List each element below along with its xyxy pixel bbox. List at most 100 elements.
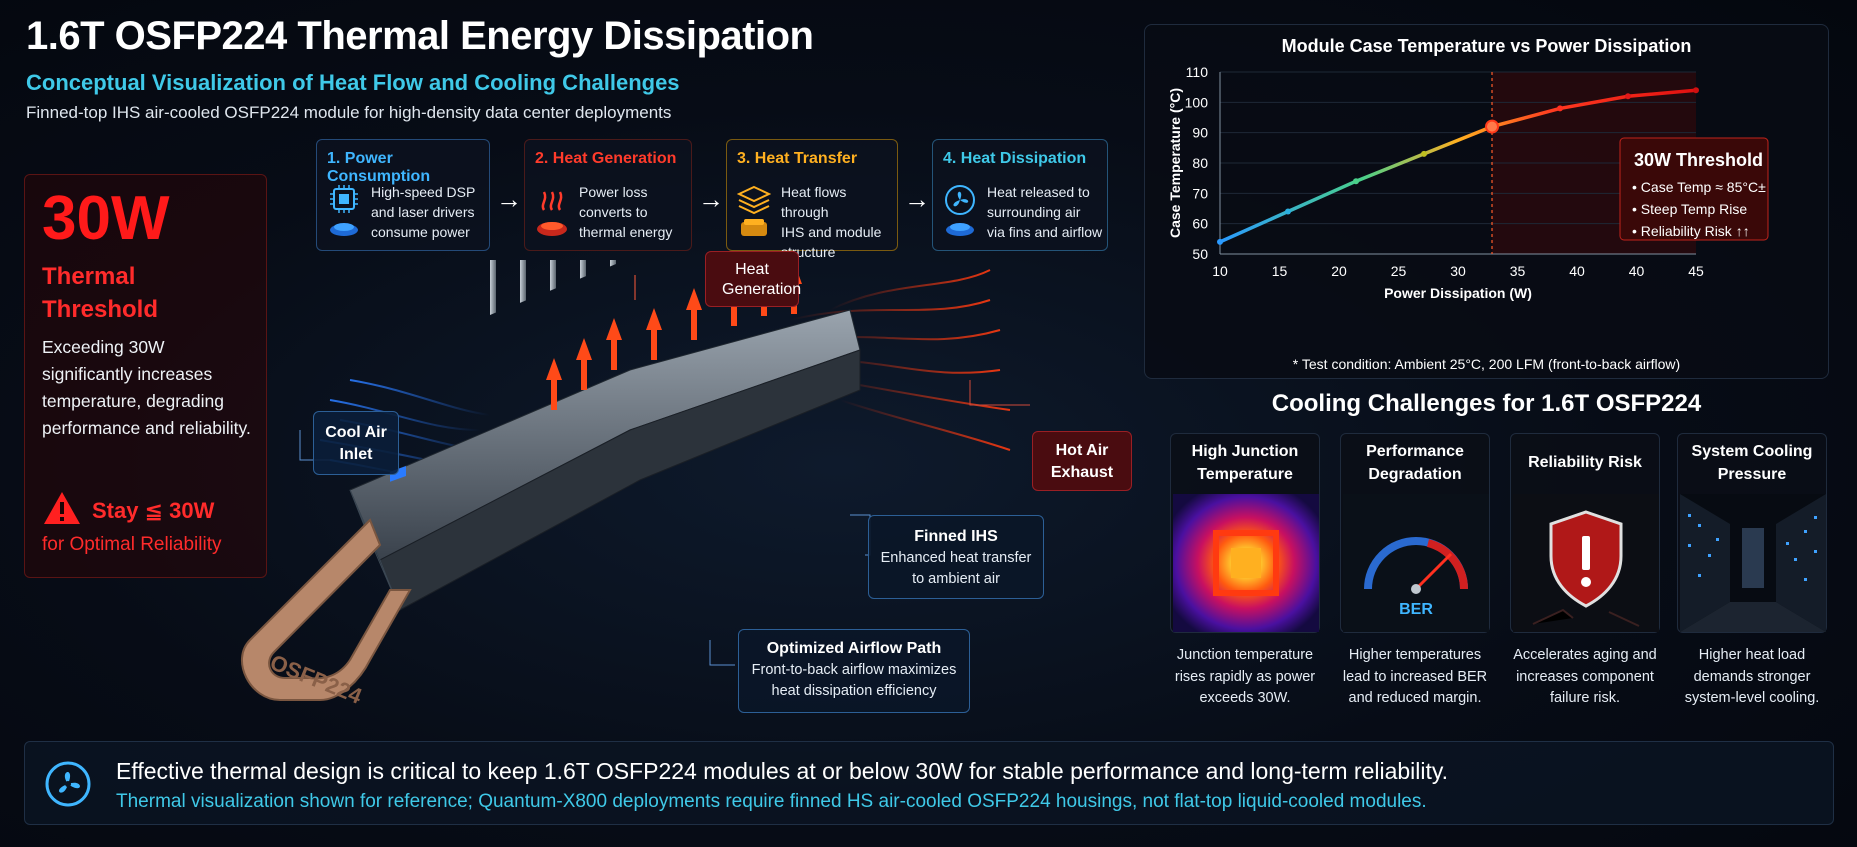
x-axis-label: Power Dissipation (W) xyxy=(1384,285,1532,301)
data-point xyxy=(1485,119,1499,134)
x-tick-label: 10 xyxy=(1212,263,1228,279)
step-heat-transfer: 3. Heat Transfer Heat flows through IHS a… xyxy=(726,139,898,260)
card-description: Higher heat load demands stronger system-l… xyxy=(1684,647,1820,706)
x-tick-label: 25 xyxy=(1391,263,1407,279)
card-title: System Cooling xyxy=(1691,443,1813,460)
chip-icon xyxy=(330,185,358,236)
arrow-icon: → xyxy=(496,184,522,214)
step-heat-generation: 2. Heat Generation Power loss converts to… xyxy=(524,139,692,251)
card-title: Reliability Risk xyxy=(1528,454,1642,471)
page-subtitle: Conceptual Visualization of Heat Flow an… xyxy=(26,70,680,95)
hot-air-exhaust-callout: Hot Air Exhaust xyxy=(1032,431,1132,491)
footer-banner xyxy=(24,741,1834,825)
data-point xyxy=(1217,238,1223,245)
card-title: Degradation xyxy=(1368,466,1462,483)
x-tick-label: 20 xyxy=(1331,263,1347,279)
cool-air-inlet-callout: Cool Air Inlet xyxy=(313,411,399,475)
y-tick-label: 110 xyxy=(1186,64,1209,80)
threshold-text: Exceeding 30W significantly increases te… xyxy=(42,337,251,438)
osfp224-module-illustration: OSFP224 xyxy=(240,260,1030,709)
temperature-chart: 50 60 70 80 90 100 110 10 15 20 25 30 35 40 40 45 Case… xyxy=(1167,64,1769,301)
card-title: Performance xyxy=(1366,443,1464,460)
y-axis-label: Case Temperature (°C) xyxy=(1167,88,1183,238)
threshold-annotation xyxy=(1619,137,1769,241)
data-point xyxy=(1693,87,1699,94)
series-line xyxy=(1219,88,1697,244)
card-title: Pressure xyxy=(1717,466,1787,483)
step-description: Heat flows through IHS and module structur… xyxy=(781,184,882,260)
data-point xyxy=(1285,208,1291,215)
y-tick-label: 90 xyxy=(1192,125,1208,141)
gauge-icon: BER xyxy=(1343,494,1489,632)
finned-ihs-callout: Finned IHS Enhanced heat transfer to amb… xyxy=(868,515,1044,599)
leader-line xyxy=(709,640,735,666)
layers-icon xyxy=(737,185,771,236)
card-title: Temperature xyxy=(1197,466,1293,483)
shield-alert-icon xyxy=(1513,494,1659,632)
step-title: 3. Heat Transfer xyxy=(737,150,858,167)
x-tick-label: 15 xyxy=(1272,263,1288,279)
data-point xyxy=(1421,150,1427,157)
x-tick-label: 40 xyxy=(1569,263,1585,279)
x-tick-label: 30 xyxy=(1450,263,1466,279)
step-power-consumption: 1. Power Consumption High-speed DSP and l… xyxy=(316,139,490,251)
data-point xyxy=(1353,178,1359,185)
chart-note: * Test condition: Ambient 25°C, 200 LFM … xyxy=(1292,356,1681,372)
challenge-card-performance: Performance Degradation BER xyxy=(1340,433,1490,633)
step-title: 4. Heat Dissipation xyxy=(943,150,1087,167)
threshold-value: 30W xyxy=(42,184,170,253)
heat-icon xyxy=(537,191,567,236)
leader-line xyxy=(850,514,871,556)
data-point xyxy=(1557,105,1563,112)
footer-sub-text: Thermal visualization shown for referenc… xyxy=(116,791,1427,812)
chart-title: Module Case Temperature vs Power Dissipa… xyxy=(1281,36,1692,56)
page-description: Finned-top IHS air-cooled OSFP224 module… xyxy=(26,103,672,122)
data-point xyxy=(1625,93,1631,100)
x-tick-label: 35 xyxy=(1510,263,1526,279)
heatsink-fins xyxy=(490,260,616,315)
pull-tab xyxy=(240,518,412,701)
card-description: Higher temperatures lead to increased BER… xyxy=(1342,647,1488,706)
y-tick-label: 80 xyxy=(1192,155,1208,171)
card-description: Accelerates aging and increases component… xyxy=(1513,647,1657,706)
step-heat-dissipation: 4. Heat Dissipation Heat released to surr… xyxy=(932,139,1108,251)
x-tick-label: 40 xyxy=(1629,263,1645,279)
warning-icon xyxy=(44,492,80,524)
stay-label: Stay ≦ 30W xyxy=(92,498,215,523)
y-tick-label: 50 xyxy=(1192,246,1208,262)
heatmap-icon xyxy=(1173,494,1319,632)
card-description: Junction temperature rises rapidly as pow… xyxy=(1174,647,1316,706)
y-tick-label: 70 xyxy=(1192,185,1208,201)
annotation-line: • Case Temp ≈ 85°C± xyxy=(1632,179,1766,195)
fan-icon xyxy=(45,761,91,807)
page-title: 1.6T OSFP224 Thermal Energy Dissipation xyxy=(26,14,814,58)
challenges-title: Cooling Challenges for 1.6T OSFP224 xyxy=(1271,390,1702,417)
x-tick-label: 45 xyxy=(1688,263,1704,279)
step-description: Power loss converts to thermal energy xyxy=(579,184,673,240)
airflow-path-callout: Optimized Airflow Path Front-to-back air… xyxy=(738,629,970,713)
challenge-card-reliability: Reliability Risk xyxy=(1510,433,1660,633)
card-title: High Junction xyxy=(1191,443,1299,460)
step-title: 2. Heat Generation xyxy=(535,150,677,167)
fan-icon xyxy=(945,185,975,236)
module-body xyxy=(349,309,861,561)
annotation-line: • Reliability Risk ↑↑ xyxy=(1632,223,1750,239)
step-description: Heat released to surrounding air via fins … xyxy=(987,184,1103,240)
y-tick-label: 100 xyxy=(1185,94,1209,110)
annotation-line: • Steep Temp Rise xyxy=(1632,201,1747,217)
challenge-card-system: System Cooling Pressure xyxy=(1677,433,1827,633)
stay-sublabel: for Optimal Reliability xyxy=(42,534,222,555)
arrow-icon: → xyxy=(698,184,724,214)
heat-generation-callout: Heat Generation xyxy=(705,251,801,307)
annotation-title: 30W Threshold xyxy=(1634,150,1763,170)
datacenter-icon xyxy=(1680,494,1826,632)
step-title: 1. Power Consumption xyxy=(327,150,431,185)
footer-main-text: Effective thermal design is critical to … xyxy=(116,758,1449,784)
challenge-card-junction: High Junction Temperature xyxy=(1170,433,1320,633)
arrow-icon: → xyxy=(904,184,930,214)
step-description: High-speed DSP and laser drivers consume p… xyxy=(371,184,476,240)
y-tick-label: 60 xyxy=(1192,216,1208,232)
svg-text:BER: BER xyxy=(1399,601,1433,618)
leader-line xyxy=(969,380,1030,406)
threshold-label: Thermal Threshold xyxy=(42,263,159,323)
